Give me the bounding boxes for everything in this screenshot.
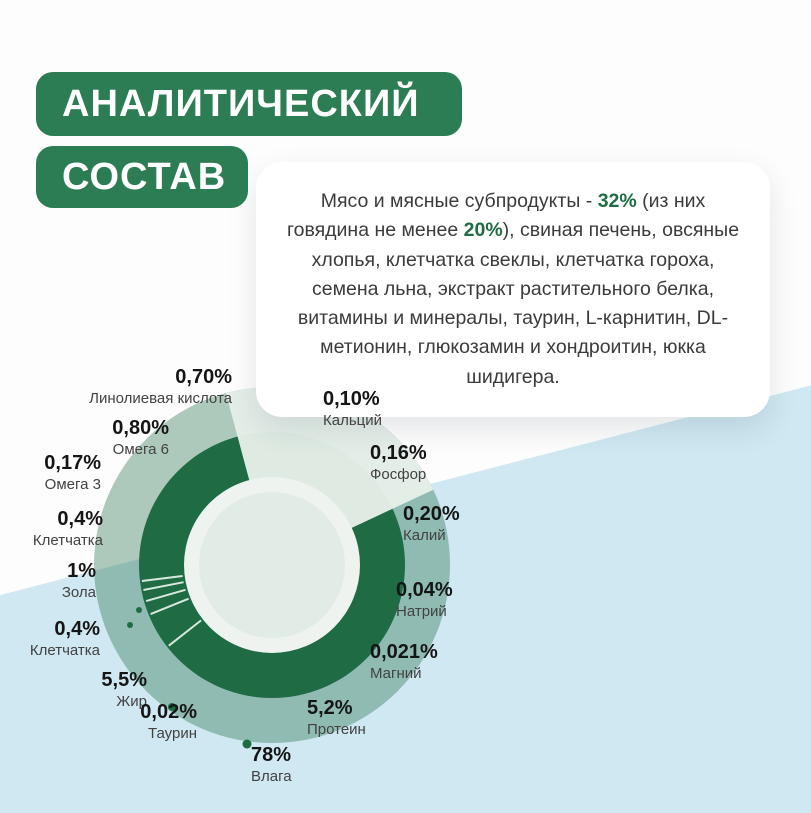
chart-label-name: Кальций <box>323 412 382 429</box>
chart-label: 5,5% Жир <box>101 669 147 710</box>
chart-label: 0,17% Омега 3 <box>44 452 101 493</box>
chart-label-name: Жир <box>116 693 147 710</box>
chart-label: 0,70% Линолиевая кислота <box>89 366 232 407</box>
chart-label-name: Клетчатка <box>32 532 103 549</box>
chart-label-value: 5,5% <box>101 669 147 691</box>
chart-label-value: 0,02% <box>140 701 197 723</box>
donut-center-inner <box>199 492 345 638</box>
chart-label-value: 5,2% <box>307 697 353 719</box>
marker-dots <box>127 607 306 749</box>
header-badge-line1: АНАЛИТИЧЕСКИЙ <box>36 72 462 136</box>
chart-label: 0,04% Натрий <box>396 579 453 620</box>
chart-label-value: 0,4% <box>54 618 100 640</box>
page-title-line2: СОСТАВ <box>62 155 227 198</box>
ingredients-card: Мясо и мясные субпродукты - 32% (из них … <box>256 162 770 417</box>
chart-label-value: 0,20% <box>403 503 460 525</box>
chart-label-name: Омега 6 <box>112 441 169 458</box>
segment-divider-lines <box>141 575 202 647</box>
chart-label-value: 0,80% <box>112 417 169 439</box>
ingredients-text: Мясо и мясные субпродукты - 32% (из них … <box>286 190 740 388</box>
chart-label: 1% Зола <box>62 560 96 601</box>
chart-label-name: Клетчатка <box>29 642 100 659</box>
chart-label-value: 0,4% <box>57 508 103 530</box>
chart-label-value: 0,70% <box>175 366 232 388</box>
chart-label: 0,16% Фосфор <box>370 442 427 483</box>
page-title-line1: АНАЛИТИЧЕСКИЙ <box>62 82 420 125</box>
chart-label-name: Зола <box>61 584 96 601</box>
chart-label-name: Протеин <box>307 721 366 738</box>
composition-donut-chart <box>82 375 462 755</box>
chart-label-name: Линолиевая кислота <box>89 390 232 407</box>
chart-label-name: Натрий <box>396 603 447 620</box>
chart-label: 0,4% Клетчатка <box>30 618 100 659</box>
chart-label-name: Магний <box>370 665 422 682</box>
chart-label: 0,021% Магний <box>370 641 438 682</box>
chart-label: 78% Влага <box>251 744 292 785</box>
header-badge-line2: СОСТАВ <box>36 146 248 208</box>
chart-label-value: 0,10% <box>323 388 380 410</box>
chart-label-value: 1% <box>67 560 96 582</box>
chart-label-name: Влага <box>251 768 292 785</box>
chart-label-name: Фосфор <box>370 466 427 483</box>
chart-label-value: 0,16% <box>370 442 427 464</box>
chart-label-value: 0,04% <box>396 579 453 601</box>
chart-label-name: Омега 3 <box>44 476 101 493</box>
chart-label: 0,02% Таурин <box>140 701 197 742</box>
chart-label: 0,10% Кальций <box>323 388 382 429</box>
donut-chart-svg <box>94 387 450 749</box>
chart-label: 0,80% Омега 6 <box>112 417 169 458</box>
chart-label: 0,4% Клетчатка <box>33 508 103 549</box>
chart-label-value: 0,17% <box>44 452 101 474</box>
chart-label-value: 0,021% <box>370 641 438 663</box>
chart-label-name: Таурин <box>148 725 197 742</box>
chart-label-name: Калий <box>403 527 446 544</box>
chart-label-value: 78% <box>251 744 292 766</box>
chart-label: 5,2% Протеин <box>307 697 366 738</box>
chart-label: 0,20% Калий <box>403 503 460 544</box>
